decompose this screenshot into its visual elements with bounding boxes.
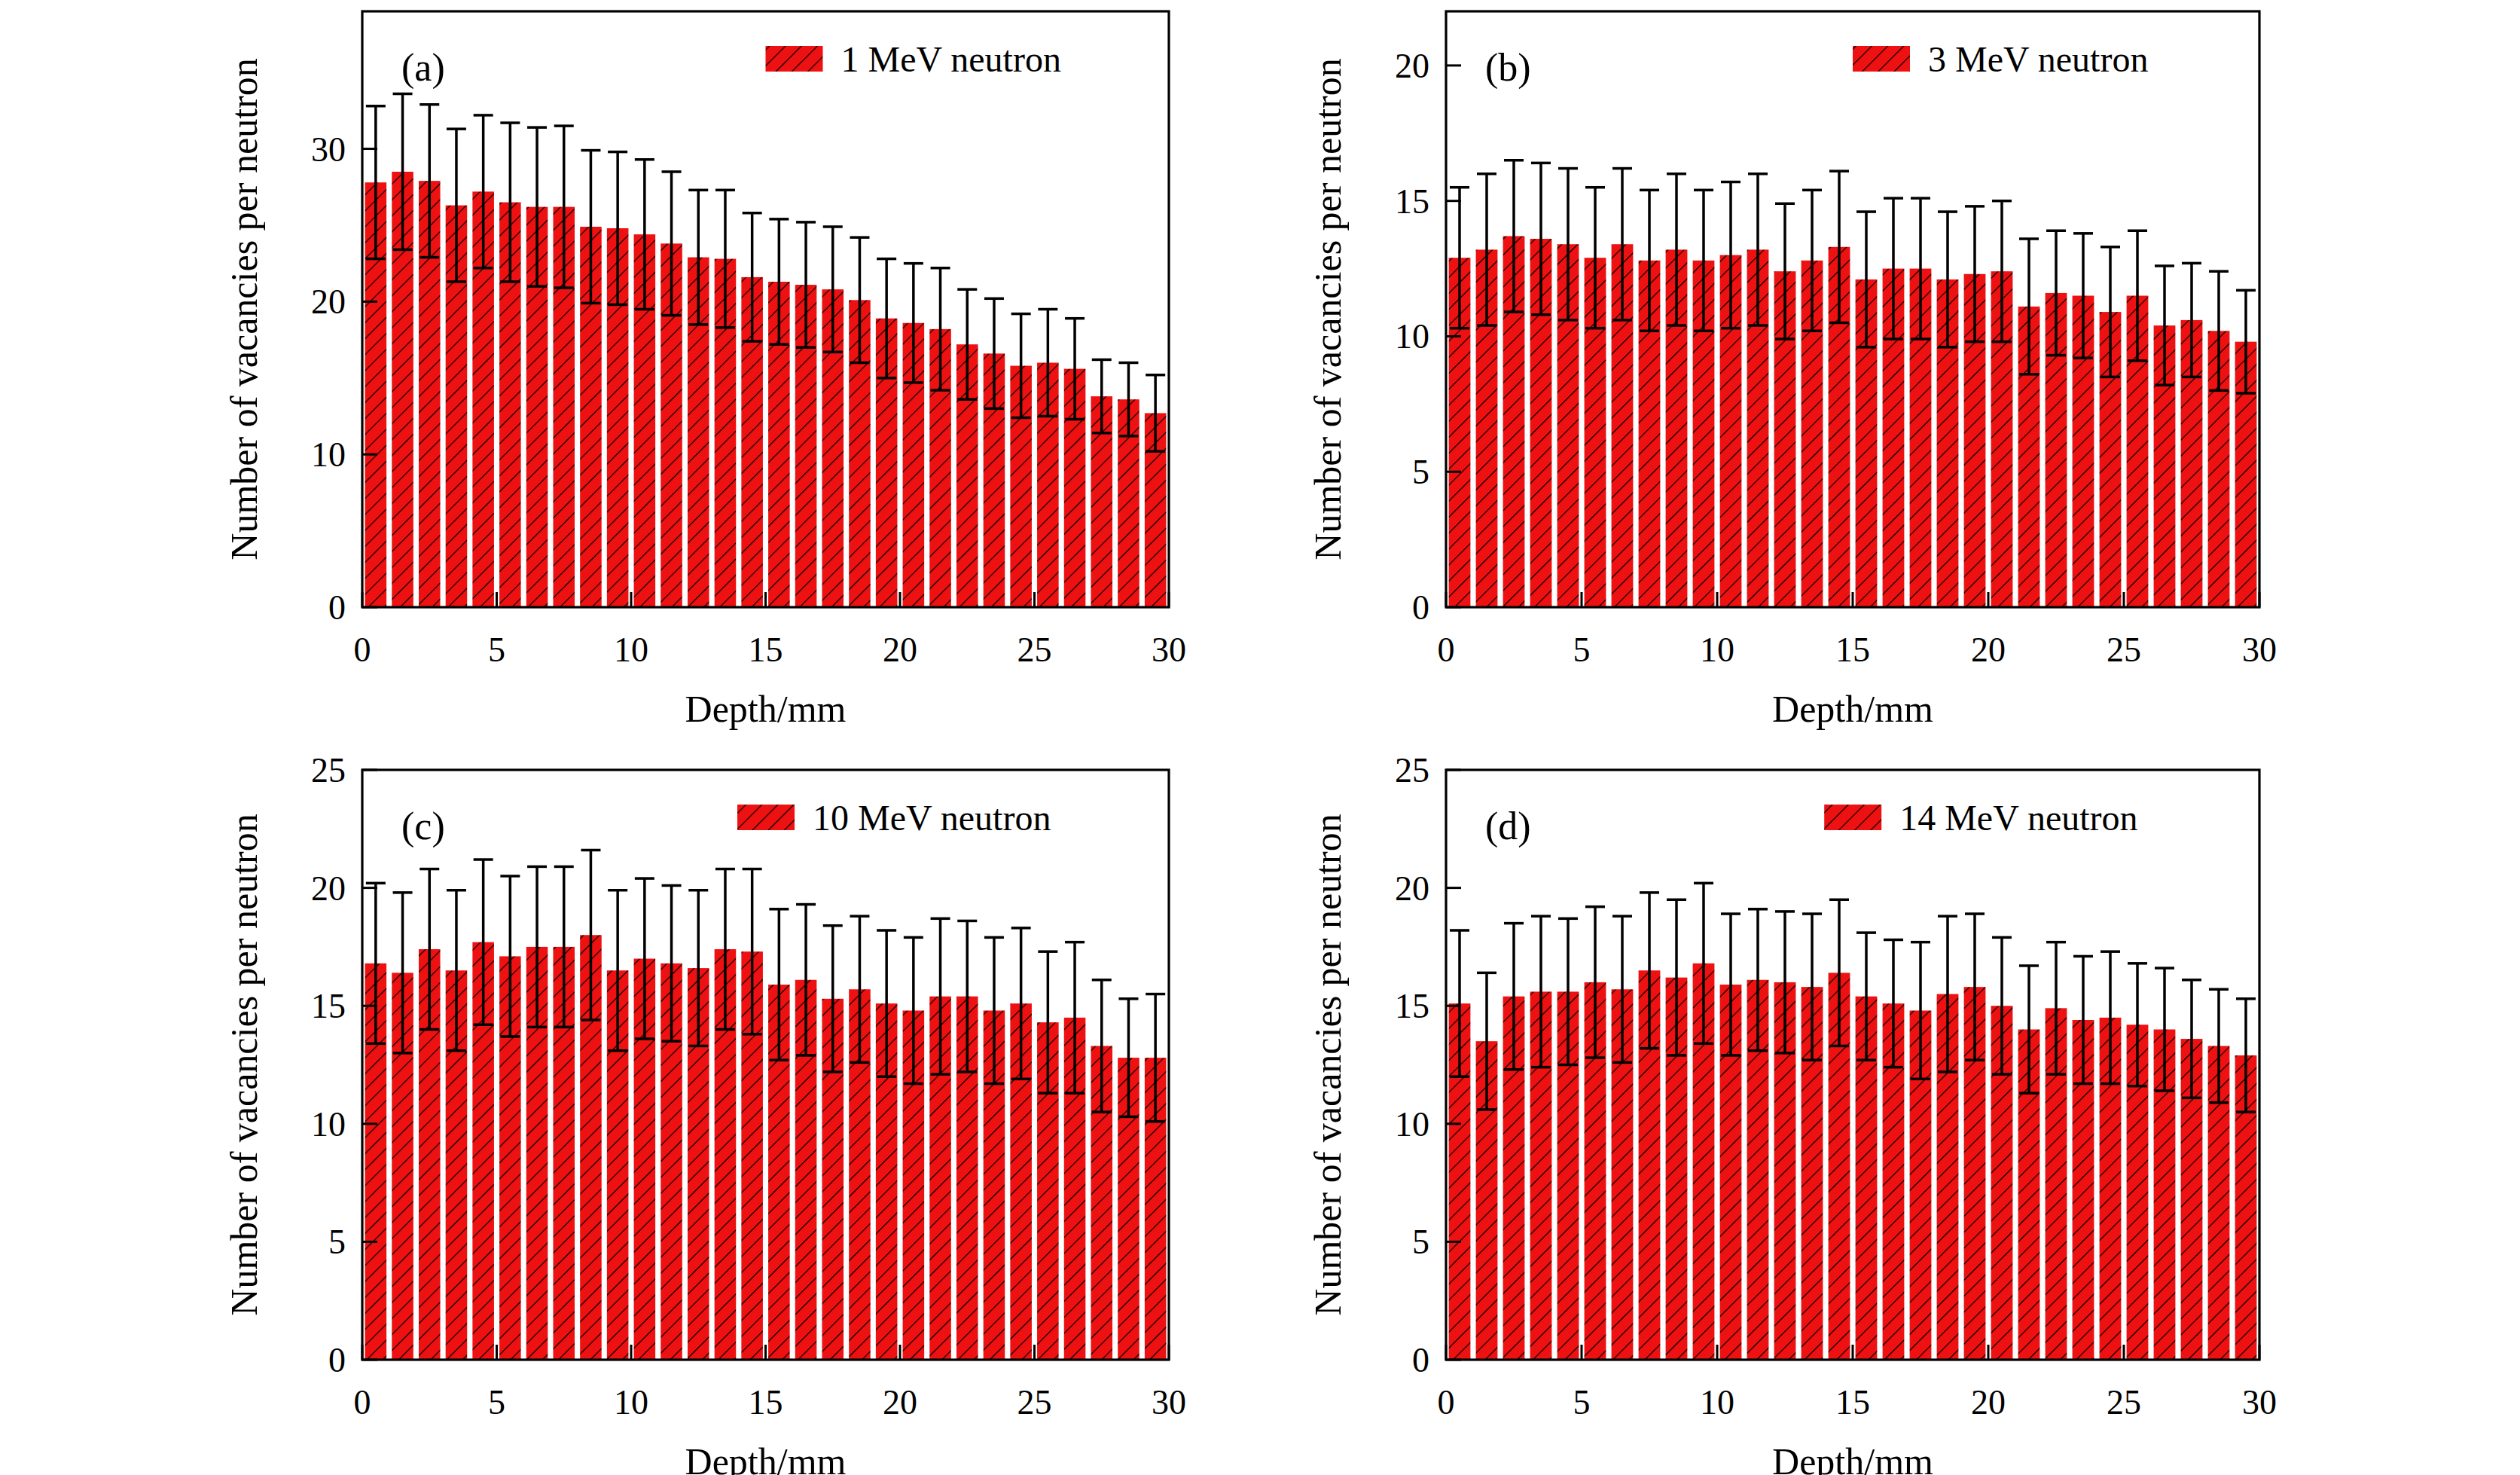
y-axis-label: Number of vacancies per neutron: [223, 814, 265, 1315]
x-tick-label: 20: [883, 1383, 917, 1422]
legend-swatch: [766, 46, 823, 72]
y-tick-label: 20: [1395, 869, 1429, 908]
x-axis-label: Depth/mm: [1772, 688, 1933, 730]
y-tick-label: 0: [328, 588, 346, 627]
y-tick-label: 0: [328, 1341, 346, 1379]
y-axis-label: Number of vacancies per neutron: [1307, 58, 1349, 560]
y-tick-label: 0: [1412, 1341, 1429, 1379]
legend-swatch: [1824, 805, 1881, 830]
y-axis-label: Number of vacancies per neutron: [1307, 814, 1349, 1315]
x-tick-label: 20: [1971, 1383, 2006, 1422]
x-tick-label: 5: [488, 1383, 505, 1422]
figure: 0 10 20 30 0 5 10 15 20 25 30 Depth/mm Number of vac…: [0, 0, 2520, 1475]
y-tick-label: 20: [311, 282, 346, 321]
x-tick-label: 20: [1971, 631, 2006, 669]
panel-letter: (c): [401, 805, 445, 848]
x-axis-label: Depth/mm: [1772, 1440, 1933, 1475]
x-tick-label: 5: [1573, 631, 1591, 669]
panel-letter: (b): [1485, 46, 1531, 90]
x-tick-label: 25: [2107, 631, 2141, 669]
y-tick-label: 15: [311, 987, 346, 1025]
y-tick-label: 20: [311, 869, 346, 908]
y-tick-label: 25: [1395, 751, 1429, 789]
y-axis-label: Number of vacancies per neutron: [223, 58, 265, 560]
x-tick-label: 0: [1438, 1383, 1455, 1422]
x-axis-label: Depth/mm: [685, 1440, 847, 1475]
y-tick-label: 20: [1395, 47, 1429, 85]
x-tick-label: 5: [488, 631, 505, 669]
x-tick-label: 15: [1835, 1383, 1870, 1422]
x-tick-label: 30: [2242, 631, 2277, 669]
y-tick-label: 30: [311, 130, 346, 169]
y-tick-label: 10: [311, 435, 346, 474]
x-tick-label: 0: [354, 631, 371, 669]
x-tick-label: 10: [614, 1383, 648, 1422]
x-tick-label: 15: [749, 631, 783, 669]
legend-swatch: [737, 805, 795, 830]
y-tick-label: 5: [1412, 1223, 1429, 1261]
x-tick-label: 30: [2242, 1383, 2277, 1422]
x-tick-label: 25: [1017, 631, 1052, 669]
y-tick-label: 15: [1395, 182, 1429, 221]
y-tick-label: 15: [1395, 987, 1429, 1025]
legend-label: 3 MeV neutron: [1928, 39, 2148, 79]
x-tick-label: 25: [2107, 1383, 2141, 1422]
y-tick-label: 10: [1395, 317, 1429, 356]
x-tick-label: 0: [1438, 631, 1455, 669]
x-tick-label: 15: [1835, 631, 1870, 669]
legend-label: 14 MeV neutron: [1899, 798, 2137, 838]
y-tick-label: 5: [328, 1223, 346, 1261]
x-tick-label: 10: [1700, 1383, 1734, 1422]
x-axis-label: Depth/mm: [685, 688, 847, 730]
legend-label: 10 MeV neutron: [813, 798, 1051, 838]
y-tick-label: 0: [1412, 588, 1429, 627]
y-tick-label: 10: [311, 1105, 346, 1144]
y-tick-label: 25: [311, 751, 346, 789]
x-tick-label: 20: [883, 631, 917, 669]
figure-canvas: 0 10 20 30 0 5 10 15 20 25 30 Depth/mm Number of vac…: [0, 0, 2520, 1475]
x-tick-label: 25: [1017, 1383, 1052, 1422]
x-tick-label: 30: [1152, 631, 1186, 669]
x-tick-label: 10: [614, 631, 648, 669]
panel-letter: (d): [1485, 805, 1531, 848]
y-tick-label: 10: [1395, 1105, 1429, 1144]
y-tick-label: 5: [1412, 453, 1429, 491]
x-tick-label: 0: [354, 1383, 371, 1422]
legend-swatch: [1853, 46, 1910, 72]
x-tick-label: 30: [1152, 1383, 1186, 1422]
panel-letter: (a): [401, 46, 445, 90]
x-tick-label: 10: [1700, 631, 1734, 669]
legend-label: 1 MeV neutron: [841, 39, 1061, 79]
x-tick-label: 15: [749, 1383, 783, 1422]
x-tick-label: 5: [1573, 1383, 1591, 1422]
